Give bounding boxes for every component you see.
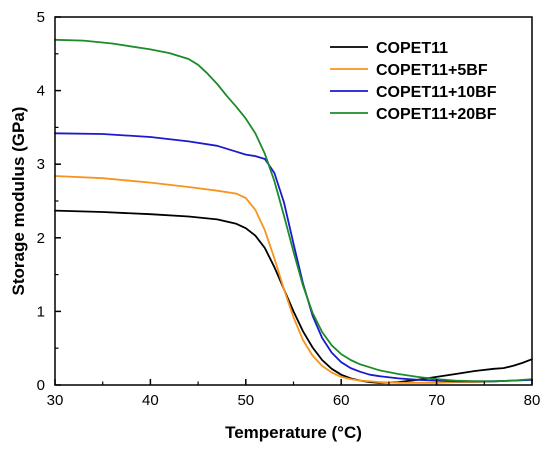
y-tick-label: 4 [37,83,45,100]
x-tick-label: 40 [142,392,159,409]
y-tick-label: 1 [37,303,45,320]
x-tick-label: 30 [47,392,64,409]
y-tick-label: 5 [37,9,45,26]
x-tick-label: 80 [524,392,541,409]
y-tick-label: 3 [37,156,45,173]
x-tick-label: 70 [428,392,445,409]
legend-label: COPET11+20BF [376,106,497,123]
plot-lines [54,38,533,384]
axis-ticks [54,16,533,386]
legend-label: COPET11 [376,40,448,57]
series-line-copet11-5bf [54,175,533,384]
y-tick-label: 2 [37,230,45,247]
series-line-copet11-20bf [54,38,533,383]
series-line-copet11 [54,209,533,384]
x-tick-label: 60 [333,392,350,409]
series-line-copet11-10bf [54,132,533,383]
y-axis-title: Storage modulus (GPa) [9,107,28,296]
y-tick-label: 0 [37,377,45,394]
legend-label: COPET11+5BF [376,62,488,79]
legend: COPET11 COPET11+5BF COPET11+10BF COPET11+20… [330,40,497,123]
x-tick-label: 50 [237,392,254,409]
legend-label: COPET11+10BF [376,84,497,101]
tick-labels: 30 40 50 60 70 80 0 1 2 3 4 5 [37,9,541,409]
x-axis-title: Temperature (°C) [225,423,362,442]
